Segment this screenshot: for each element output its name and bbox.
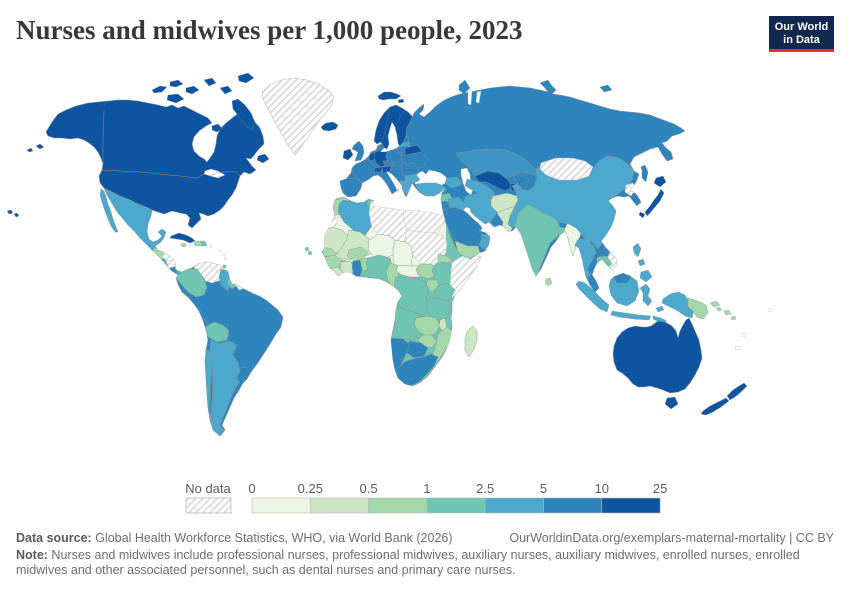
svg-text:No data: No data (185, 481, 231, 496)
svg-text:0: 0 (248, 481, 255, 496)
svg-text:1: 1 (423, 481, 430, 496)
svg-text:5: 5 (540, 481, 547, 496)
svg-text:2.5: 2.5 (476, 481, 494, 496)
svg-text:25: 25 (653, 481, 667, 496)
svg-text:10: 10 (595, 481, 609, 496)
svg-text:0.5: 0.5 (360, 481, 378, 496)
svg-text:0.25: 0.25 (298, 481, 323, 496)
